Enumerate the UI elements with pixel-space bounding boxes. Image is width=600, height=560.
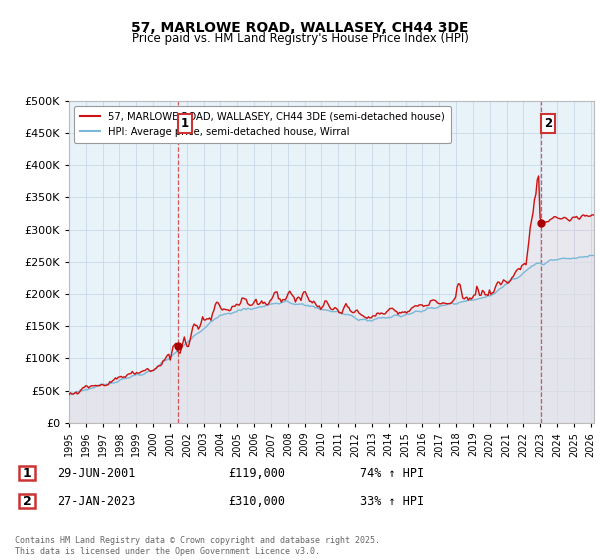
Text: £119,000: £119,000: [228, 466, 285, 480]
Legend: 57, MARLOWE ROAD, WALLASEY, CH44 3DE (semi-detached house), HPI: Average price, : 57, MARLOWE ROAD, WALLASEY, CH44 3DE (se…: [74, 106, 451, 143]
Text: £310,000: £310,000: [228, 494, 285, 508]
Text: 27-JAN-2023: 27-JAN-2023: [57, 494, 136, 508]
Text: 29-JUN-2001: 29-JUN-2001: [57, 466, 136, 480]
Text: 57, MARLOWE ROAD, WALLASEY, CH44 3DE: 57, MARLOWE ROAD, WALLASEY, CH44 3DE: [131, 21, 469, 35]
Text: 2: 2: [544, 117, 552, 130]
Text: 74% ↑ HPI: 74% ↑ HPI: [360, 466, 424, 480]
Text: 33% ↑ HPI: 33% ↑ HPI: [360, 494, 424, 508]
Text: Price paid vs. HM Land Registry's House Price Index (HPI): Price paid vs. HM Land Registry's House …: [131, 32, 469, 45]
Text: 1: 1: [181, 117, 189, 130]
Text: 2: 2: [23, 494, 31, 508]
Text: Contains HM Land Registry data © Crown copyright and database right 2025.
This d: Contains HM Land Registry data © Crown c…: [15, 536, 380, 556]
Text: 1: 1: [23, 466, 31, 480]
